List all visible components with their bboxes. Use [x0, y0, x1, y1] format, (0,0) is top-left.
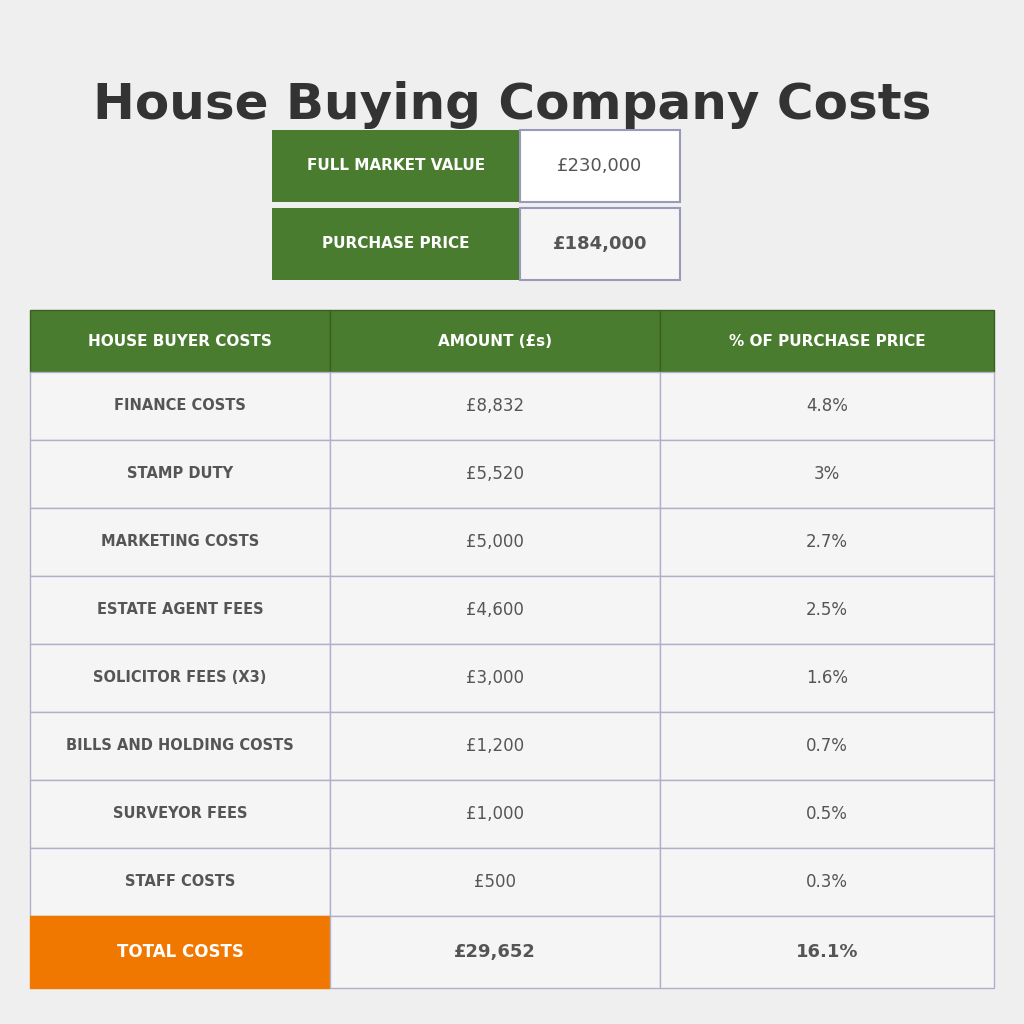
Bar: [330, 644, 660, 712]
Text: MARKETING COSTS: MARKETING COSTS: [101, 535, 259, 550]
Bar: [330, 372, 660, 440]
Text: £500: £500: [474, 873, 516, 891]
Text: 0.7%: 0.7%: [806, 737, 848, 755]
Bar: [330, 508, 660, 575]
Bar: [330, 310, 660, 372]
Text: £3,000: £3,000: [466, 669, 524, 687]
Bar: [330, 712, 660, 780]
Bar: [30, 575, 330, 644]
Bar: [30, 848, 330, 916]
Bar: [520, 208, 680, 280]
Bar: [30, 508, 330, 575]
Text: £8,832: £8,832: [466, 397, 524, 415]
Bar: [660, 372, 994, 440]
Bar: [520, 130, 680, 202]
Text: 3%: 3%: [814, 465, 840, 483]
Text: SOLICITOR FEES (X3): SOLICITOR FEES (X3): [93, 671, 266, 685]
Bar: [30, 440, 330, 508]
Text: BILLS AND HOLDING COSTS: BILLS AND HOLDING COSTS: [67, 738, 294, 754]
Bar: [272, 130, 520, 202]
Bar: [30, 916, 330, 988]
Bar: [660, 916, 994, 988]
Bar: [660, 848, 994, 916]
Text: 4.8%: 4.8%: [806, 397, 848, 415]
Text: 2.5%: 2.5%: [806, 601, 848, 618]
Text: FULL MARKET VALUE: FULL MARKET VALUE: [307, 159, 485, 173]
Bar: [330, 440, 660, 508]
Bar: [30, 310, 330, 372]
Bar: [660, 440, 994, 508]
Bar: [30, 372, 330, 440]
Text: HOUSE BUYER COSTS: HOUSE BUYER COSTS: [88, 334, 272, 348]
Text: £29,652: £29,652: [454, 943, 536, 961]
Bar: [272, 208, 520, 280]
Bar: [660, 780, 994, 848]
Bar: [660, 644, 994, 712]
Bar: [330, 916, 660, 988]
Text: £5,520: £5,520: [466, 465, 524, 483]
Bar: [330, 575, 660, 644]
Bar: [660, 575, 994, 644]
Text: % OF PURCHASE PRICE: % OF PURCHASE PRICE: [729, 334, 926, 348]
Text: 0.5%: 0.5%: [806, 805, 848, 823]
Text: 16.1%: 16.1%: [796, 943, 858, 961]
Text: STAFF COSTS: STAFF COSTS: [125, 874, 236, 890]
Text: FINANCE COSTS: FINANCE COSTS: [114, 398, 246, 414]
Bar: [330, 848, 660, 916]
Text: 1.6%: 1.6%: [806, 669, 848, 687]
Bar: [660, 310, 994, 372]
Text: AMOUNT (£s): AMOUNT (£s): [438, 334, 552, 348]
Bar: [660, 508, 994, 575]
Bar: [30, 780, 330, 848]
Text: PURCHASE PRICE: PURCHASE PRICE: [323, 237, 470, 252]
Text: 0.3%: 0.3%: [806, 873, 848, 891]
Text: £5,000: £5,000: [466, 534, 524, 551]
Text: TOTAL COSTS: TOTAL COSTS: [117, 943, 244, 961]
Text: £1,000: £1,000: [466, 805, 524, 823]
Text: £4,600: £4,600: [466, 601, 524, 618]
Text: SURVEYOR FEES: SURVEYOR FEES: [113, 807, 247, 821]
Text: £230,000: £230,000: [557, 157, 643, 175]
Bar: [30, 712, 330, 780]
Text: £1,200: £1,200: [466, 737, 524, 755]
Text: House Buying Company Costs: House Buying Company Costs: [93, 81, 931, 129]
Text: £184,000: £184,000: [553, 234, 647, 253]
Bar: [30, 644, 330, 712]
Text: ESTATE AGENT FEES: ESTATE AGENT FEES: [96, 602, 263, 617]
Bar: [330, 780, 660, 848]
Text: STAMP DUTY: STAMP DUTY: [127, 467, 233, 481]
Text: 2.7%: 2.7%: [806, 534, 848, 551]
Bar: [660, 712, 994, 780]
